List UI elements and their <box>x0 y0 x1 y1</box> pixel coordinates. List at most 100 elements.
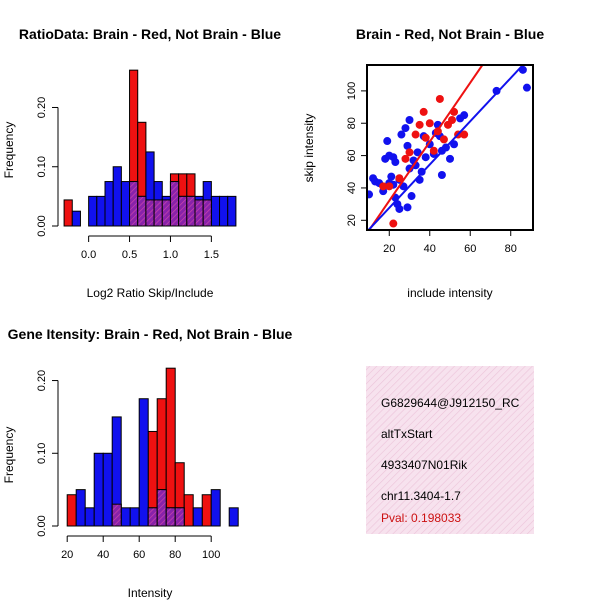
bar-not-brain <box>219 195 229 227</box>
y-tick-label: 0.10 <box>36 443 48 464</box>
bar-overlap <box>129 181 139 227</box>
x-tick-label: 40 <box>97 549 109 561</box>
bar-not-brain <box>120 507 131 527</box>
point-not-brain <box>413 148 422 157</box>
info-event-type: altTxStart <box>381 427 433 441</box>
y-tick-label: 40 <box>346 182 358 194</box>
intensity-histogram: Gene Itensity: Brain - Red, Not Brain - … <box>2 326 293 600</box>
x-tick-label: 0.0 <box>81 249 96 261</box>
bar-overlap <box>111 503 122 527</box>
bar-not-brain <box>75 489 86 527</box>
info-location: chr11.3404-1.7 <box>381 489 461 503</box>
bar-overlap <box>137 195 147 227</box>
bar-overlap <box>178 195 188 227</box>
histogram-bars <box>66 367 239 527</box>
bar-overlap <box>153 199 163 227</box>
point-brain <box>385 182 394 191</box>
y-tick-label: 80 <box>346 117 358 129</box>
x-axis-label: include intensity <box>407 286 492 300</box>
x-tick-label: 60 <box>133 549 145 561</box>
fit-line-not-brain <box>367 65 524 230</box>
point-brain <box>460 130 469 139</box>
bar-brain <box>165 367 176 527</box>
bar-brain <box>63 199 73 227</box>
chart-title: Gene Itensity: Brain - Red, Not Brain - … <box>8 326 293 342</box>
y-tick-label: 100 <box>346 82 358 100</box>
point-not-brain <box>460 111 469 120</box>
point-not-brain <box>383 137 392 146</box>
y-tick-label: 0.00 <box>36 515 48 536</box>
x-tick-label: 1.0 <box>163 249 178 261</box>
x-tick-label: 20 <box>61 549 73 561</box>
x-tick-label: 1.5 <box>204 249 219 261</box>
point-brain <box>429 146 438 155</box>
histogram-bars <box>63 69 237 227</box>
point-brain <box>379 182 388 191</box>
bar-overlap <box>161 199 171 227</box>
point-not-brain <box>450 140 459 149</box>
point-not-brain <box>522 83 531 92</box>
x-axis-label: Intensity <box>128 586 173 600</box>
point-brain <box>389 219 398 228</box>
bar-overlap <box>147 507 158 527</box>
bar-not-brain <box>210 489 221 527</box>
info-probe-id: G6829644@J912150_RC <box>381 396 520 410</box>
point-not-brain <box>421 153 430 162</box>
point-not-brain <box>397 130 406 139</box>
bar-not-brain <box>96 195 106 227</box>
point-not-brain <box>403 141 412 150</box>
bar-not-brain <box>138 398 149 527</box>
point-not-brain <box>405 116 414 124</box>
x-tick-label: 80 <box>169 549 181 561</box>
x-tick-label: 80 <box>505 243 517 255</box>
y-tick-label: 0.00 <box>36 215 48 236</box>
y-tick-label: 0.20 <box>36 370 48 391</box>
bar-overlap <box>174 507 185 527</box>
bar-not-brain <box>192 507 203 527</box>
bar-not-brain <box>227 195 237 227</box>
x-tick-label: 40 <box>424 243 436 255</box>
info-panel-background <box>366 366 534 534</box>
point-not-brain <box>446 154 454 163</box>
point-brain <box>439 135 448 144</box>
chart-title: RatioData: Brain - Red, Not Brain - Blue <box>19 26 281 42</box>
point-not-brain <box>391 158 400 167</box>
bar-not-brain <box>102 452 113 527</box>
bar-brain <box>183 494 194 527</box>
point-brain <box>435 94 444 103</box>
y-tick-label: 0.20 <box>36 97 48 118</box>
point-not-brain <box>367 190 374 199</box>
point-not-brain <box>401 124 410 133</box>
bar-brain <box>66 494 77 527</box>
point-brain <box>419 107 428 116</box>
bar-not-brain <box>129 507 140 527</box>
x-tick-label: 60 <box>464 243 476 255</box>
axes: 20 40 60 80 20 40 60 80 100 <box>346 64 534 255</box>
bar-not-brain <box>112 166 122 227</box>
point-brain <box>405 148 414 157</box>
info-panel: G6829644@J912150_RC altTxStart 4933407N0… <box>366 366 534 534</box>
point-not-brain <box>437 171 446 179</box>
chart-title: Brain - Red, Not Brain - Blue <box>356 26 544 42</box>
bar-not-brain <box>84 507 95 527</box>
bar-overlap <box>194 199 204 227</box>
bar-overlap <box>156 489 167 527</box>
point-brain <box>411 130 420 139</box>
scatter-points <box>367 65 531 230</box>
point-brain <box>415 120 424 129</box>
point-not-brain <box>405 164 414 173</box>
bar-not-brain <box>104 181 114 227</box>
x-tick-label: 100 <box>202 549 220 561</box>
bar-not-brain <box>210 195 221 227</box>
bar-overlap <box>169 181 180 227</box>
point-brain <box>425 119 434 128</box>
y-tick-label: 60 <box>346 149 358 161</box>
bar-brain <box>201 494 212 527</box>
fit-line-brain <box>368 65 484 230</box>
y-tick-label: 20 <box>346 214 358 226</box>
axes: 20 40 60 80 100 0.00 0.10 0.20 <box>36 370 220 561</box>
bar-overlap <box>145 199 155 227</box>
point-not-brain <box>407 192 416 201</box>
point-brain <box>421 133 430 142</box>
